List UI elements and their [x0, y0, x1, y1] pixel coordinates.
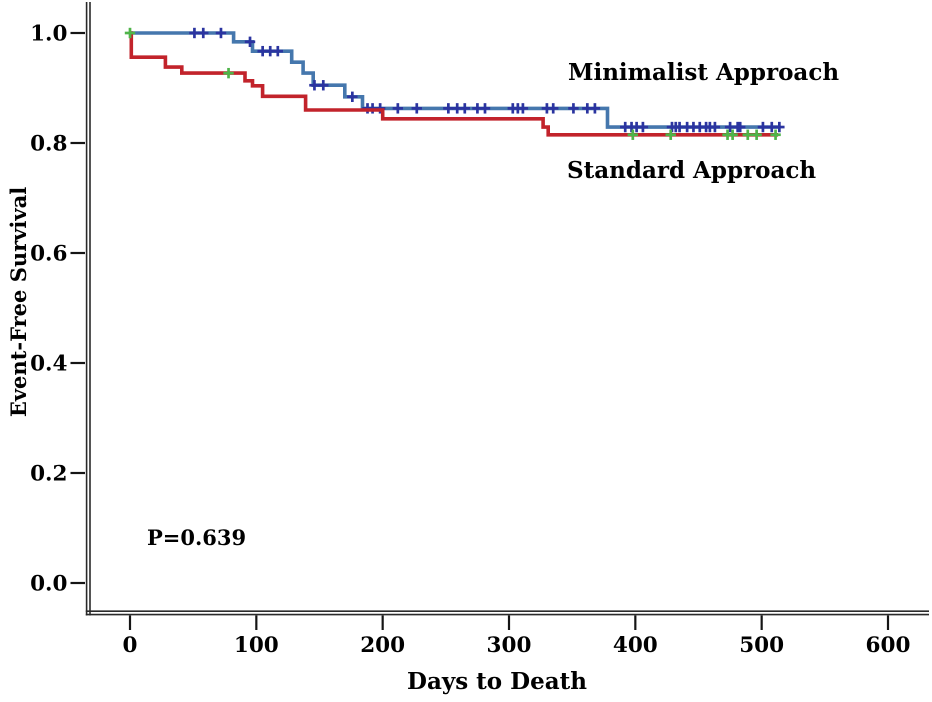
- x-tick-label: 400: [613, 633, 658, 658]
- y-tick-label: 0.2: [30, 462, 67, 487]
- x-tick-label: 200: [360, 633, 405, 658]
- series-label-minimalist: Minimalist Approach: [568, 59, 839, 86]
- x-tick-label: 0: [123, 633, 138, 658]
- y-tick-label: 0.4: [30, 352, 67, 377]
- p-value-annotation: P=0.639: [147, 525, 246, 550]
- series-label-standard: Standard Approach: [567, 157, 816, 184]
- y-tick-label: 0.8: [30, 132, 67, 157]
- x-tick-label: 300: [487, 633, 532, 658]
- series-layer: [124, 27, 785, 140]
- y-tick-label: 1.0: [30, 22, 67, 47]
- axes-layer: 1.0 0.8 0.6 0.4 0.2 0.0 0 100 200 300 400 500 600: [30, 2, 929, 658]
- y-tick-label: 0.6: [30, 242, 67, 267]
- x-tick-label: 600: [866, 633, 911, 658]
- y-tick-label: 0.0: [30, 572, 67, 597]
- x-axis-title: Days to Death: [407, 668, 587, 695]
- y-axis-title: Event-Free Survival: [6, 187, 31, 417]
- survival-curve-standard: [129, 31, 779, 137]
- x-tick-label: 100: [234, 633, 279, 658]
- x-tick-label: 500: [739, 633, 784, 658]
